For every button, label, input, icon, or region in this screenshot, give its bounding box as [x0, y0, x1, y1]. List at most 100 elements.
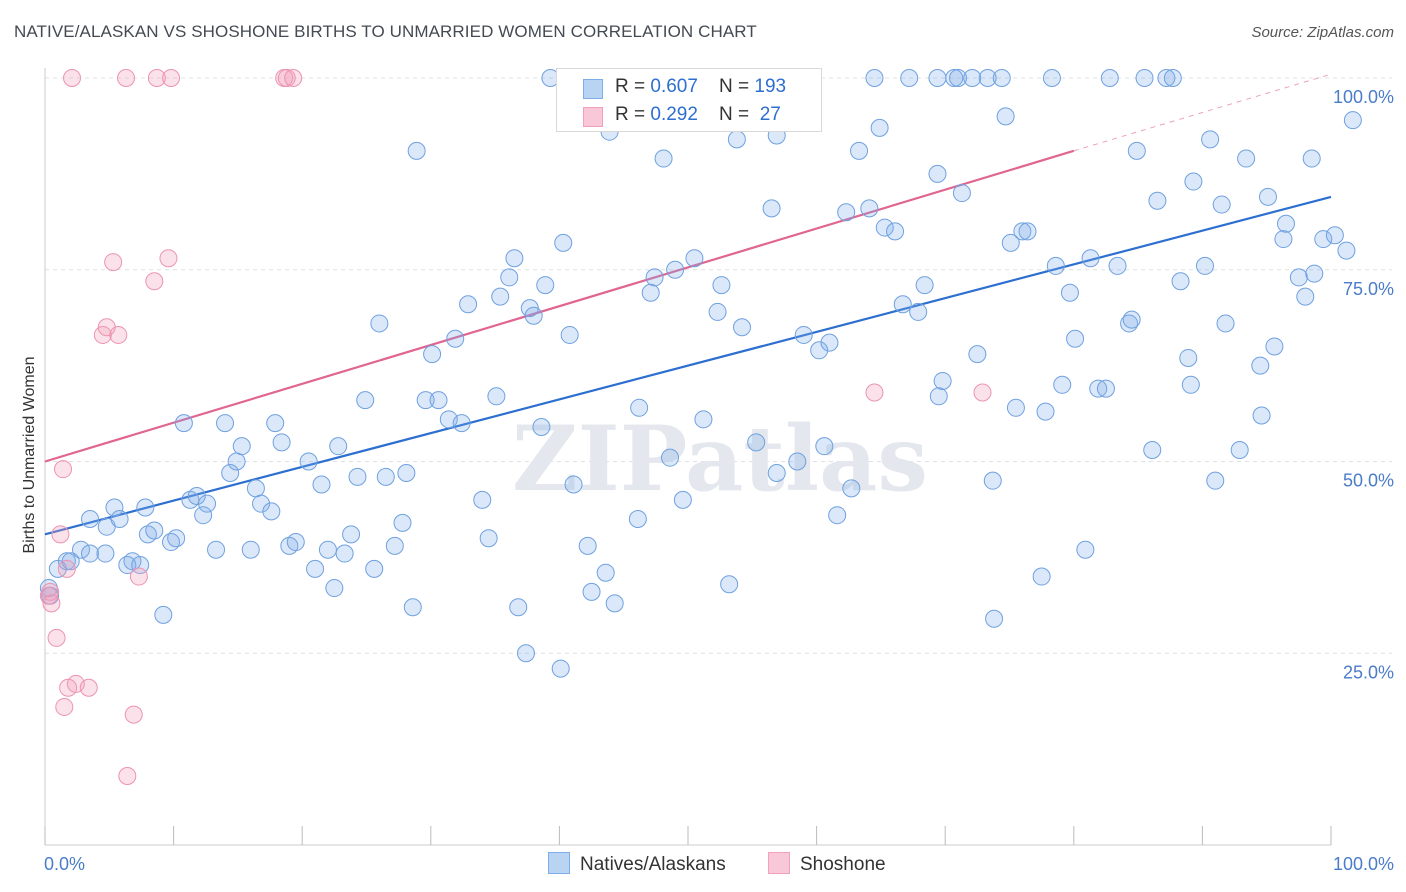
natives-point: [815, 437, 834, 456]
natives-point: [820, 333, 839, 352]
natives-point: [403, 598, 422, 617]
natives-point: [712, 276, 731, 295]
natives-point: [509, 598, 528, 617]
natives-point: [794, 325, 813, 344]
natives-point: [666, 260, 685, 279]
natives-point: [1171, 272, 1190, 291]
natives-point: [996, 107, 1015, 126]
natives-point: [645, 268, 664, 287]
shoshone-point: [147, 69, 166, 87]
natives-point: [1343, 111, 1362, 130]
natives-point: [900, 69, 919, 87]
natives-point: [81, 544, 100, 563]
shoshone-point: [54, 460, 73, 479]
natives-point: [491, 287, 510, 306]
natives-point: [850, 141, 869, 160]
natives-point: [167, 529, 186, 548]
natives-point: [1143, 440, 1162, 459]
natives-point: [416, 391, 435, 410]
legend-natives-text: R = 0.607 N = 193: [615, 76, 787, 97]
shoshone-point: [117, 69, 136, 87]
legend-row-natives: R = 0.607 N = 193: [557, 73, 821, 101]
natives-point: [1258, 187, 1277, 206]
natives-point: [630, 398, 649, 417]
shoshone-point: [47, 628, 66, 647]
natives-point: [154, 605, 173, 624]
natives-point: [1184, 172, 1203, 191]
natives-point: [232, 437, 251, 456]
natives-point: [306, 559, 325, 578]
legend-shoshone-text: R = 0.292 N = 27: [615, 104, 781, 125]
natives-point: [842, 479, 861, 498]
natives-point: [978, 69, 997, 87]
natives-point: [1195, 256, 1214, 275]
natives-point: [57, 552, 76, 571]
natives-point: [1325, 226, 1344, 245]
natives-point: [828, 506, 847, 525]
natives-point: [286, 533, 305, 552]
natives-point: [446, 329, 465, 348]
natives-point: [1013, 222, 1032, 241]
natives-point: [1252, 406, 1271, 425]
bottom-natives-label: Natives/Alaskans: [580, 854, 726, 875]
natives-point: [423, 345, 442, 364]
natives-point: [505, 249, 524, 268]
natives-point: [1237, 149, 1256, 168]
natives-point: [983, 471, 1002, 490]
natives-point: [1076, 540, 1095, 559]
natives-point: [1206, 471, 1225, 490]
natives-point: [1036, 402, 1055, 421]
natives-point: [1163, 69, 1182, 87]
natives-point: [429, 391, 448, 410]
natives-point: [810, 341, 829, 360]
natives-point: [1201, 130, 1220, 149]
natives-point: [1276, 214, 1295, 233]
shoshone-point: [79, 678, 98, 697]
natives-point: [837, 203, 856, 222]
natives-point: [788, 452, 807, 471]
x-tick-label: 100.0%: [1333, 854, 1394, 874]
natives-point: [221, 464, 240, 483]
natives-point: [1122, 310, 1141, 329]
shoshone-point: [55, 697, 74, 716]
shoshone-point: [159, 249, 178, 268]
natives-point: [1127, 141, 1146, 160]
natives-point: [370, 314, 389, 333]
natives-point: [641, 283, 660, 302]
shoshone-trend-extension: [1073, 73, 1332, 152]
y-tick-label: 50.0%: [1343, 471, 1394, 491]
natives-point: [246, 479, 265, 498]
natives-point: [893, 295, 912, 314]
natives-point: [272, 433, 291, 452]
shoshone-point: [41, 582, 60, 601]
natives-point: [727, 130, 746, 149]
shoshone-point: [118, 766, 137, 785]
natives-point: [1066, 329, 1085, 348]
natives-point: [865, 69, 884, 87]
natives-point: [72, 540, 91, 559]
natives-point: [747, 433, 766, 452]
natives-point: [1251, 356, 1270, 375]
stats-legend: R = 0.607 N = 193 R = 0.292 N = 27: [556, 68, 822, 132]
natives-point: [968, 345, 987, 364]
legend-row-shoshone: R = 0.292 N = 27: [557, 101, 821, 129]
natives-point: [299, 452, 318, 471]
natives-point: [536, 276, 555, 295]
natives-point: [198, 494, 217, 513]
natives-point: [1265, 337, 1284, 356]
natives-point: [1212, 195, 1231, 214]
natives-point: [952, 184, 971, 203]
source-label: Source: ZipAtlas.com: [1251, 24, 1394, 41]
natives-point: [1289, 268, 1308, 287]
natives-point: [318, 540, 337, 559]
natives-point: [928, 69, 947, 87]
natives-point: [136, 498, 155, 517]
natives-point: [578, 536, 597, 555]
natives-point: [1096, 379, 1115, 398]
shoshone-point: [973, 383, 992, 402]
natives-point: [473, 490, 492, 509]
natives-point: [532, 417, 551, 436]
natives-point: [628, 510, 647, 529]
natives-point: [329, 437, 348, 456]
